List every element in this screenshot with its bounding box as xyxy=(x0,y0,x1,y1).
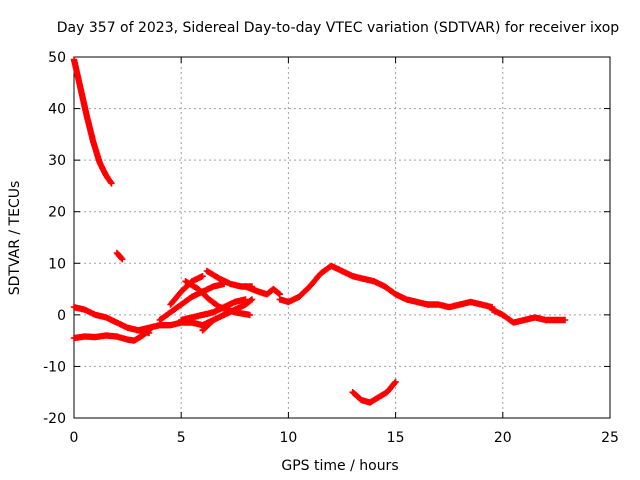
x-tick-label: 20 xyxy=(494,430,512,446)
data-points xyxy=(70,56,115,187)
y-axis-label: SDTVAR / TECUs xyxy=(7,181,23,296)
x-tick-label: 0 xyxy=(70,430,79,446)
plot-frame xyxy=(73,56,611,419)
series-cluster-6-8 xyxy=(199,296,256,334)
data-series xyxy=(70,56,569,406)
data-points xyxy=(349,378,399,406)
data-points xyxy=(178,296,249,324)
series-falling-arc xyxy=(70,56,115,187)
chart-title: Day 357 of 2023, Sidereal Day-to-day VTE… xyxy=(57,20,620,36)
y-tick-label: 30 xyxy=(48,153,66,169)
y-tick-label: 20 xyxy=(48,205,66,221)
x-tick-label: 5 xyxy=(177,430,186,446)
data-points xyxy=(488,306,569,326)
y-tick-label: 50 xyxy=(48,50,66,66)
data-points xyxy=(276,262,431,308)
series-tail-20-23 xyxy=(488,306,569,326)
series-main-hump xyxy=(276,262,431,308)
series-dip-14 xyxy=(349,378,399,406)
x-tick-label: 25 xyxy=(601,430,619,446)
series-plateau-16-19 xyxy=(424,298,496,311)
axis-ticks: 0 5 10 15 20 25 -20 -10 0 10 20 30 40 50 xyxy=(43,50,619,446)
data-points xyxy=(199,296,256,334)
y-tick-label: -20 xyxy=(43,411,66,427)
x-axis-label: GPS time / hours xyxy=(281,458,398,474)
series-cross-up xyxy=(178,296,249,324)
data-points xyxy=(242,283,283,298)
series-short-segment xyxy=(113,249,126,263)
y-tick-label: 10 xyxy=(48,256,66,272)
y-tick-label: 40 xyxy=(48,102,66,118)
data-points xyxy=(424,298,496,311)
data-points xyxy=(113,249,126,263)
grid xyxy=(74,57,610,418)
x-tick-label: 10 xyxy=(279,430,297,446)
x-tick-label: 15 xyxy=(387,430,405,446)
y-tick-label: -10 xyxy=(43,359,66,375)
y-tick-label: 0 xyxy=(57,308,66,324)
series-bump-8-9 xyxy=(242,283,283,298)
